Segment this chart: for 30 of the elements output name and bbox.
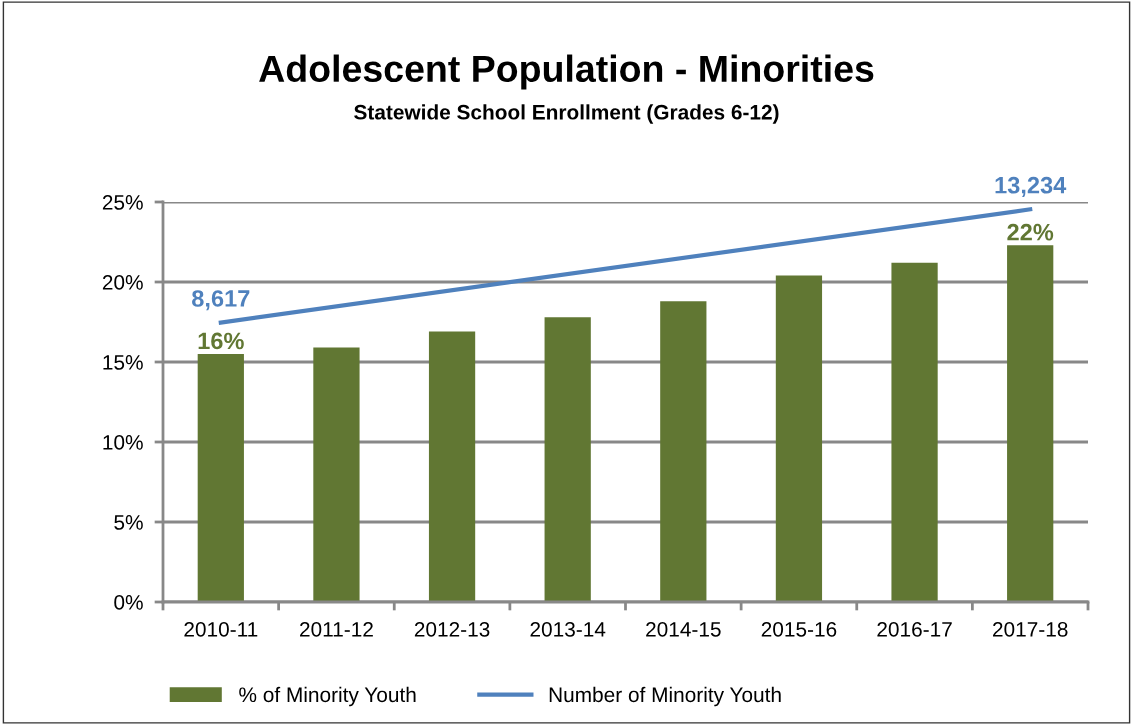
bar bbox=[660, 301, 707, 602]
x-tick-label: 2011-12 bbox=[300, 621, 373, 637]
x-tick-label: 2015-16 bbox=[761, 621, 837, 637]
x-tick-label: 2014-15 bbox=[646, 621, 721, 637]
chart-subtitle: Statewide School Enrollment (Grades 6-12) bbox=[354, 104, 779, 124]
bar bbox=[775, 275, 823, 602]
bar bbox=[891, 262, 938, 602]
bar bbox=[428, 331, 476, 602]
data-label: 16% bbox=[198, 332, 244, 350]
data-label: 8,617 bbox=[192, 290, 250, 311]
x-tick-label: 2017-18 bbox=[993, 621, 1068, 637]
bar bbox=[313, 347, 360, 602]
bar bbox=[197, 354, 244, 602]
y-tick-label: 0% bbox=[114, 595, 143, 610]
x-tick-label: 2013-14 bbox=[530, 621, 606, 637]
y-tick-label: 5% bbox=[114, 515, 143, 530]
y-tick-label: 10% bbox=[103, 435, 143, 450]
y-tick-label: 15% bbox=[103, 355, 143, 370]
legend-label: Number of Minority Youth bbox=[549, 686, 781, 707]
data-label: 13,234 bbox=[995, 176, 1067, 197]
bar bbox=[1007, 245, 1054, 602]
bar bbox=[544, 317, 591, 602]
x-tick-label: 2010-11 bbox=[184, 621, 258, 637]
data-label: 22% bbox=[1007, 223, 1054, 241]
legend-label: % of Minority Youth bbox=[239, 686, 416, 707]
y-tick-label: 20% bbox=[102, 275, 143, 290]
x-tick-label: 2016-17 bbox=[877, 621, 952, 637]
chart-title: Adolescent Population - Minorities bbox=[259, 54, 874, 90]
y-tick-label: 25% bbox=[102, 195, 143, 210]
x-tick-label: 2012-13 bbox=[414, 621, 490, 637]
